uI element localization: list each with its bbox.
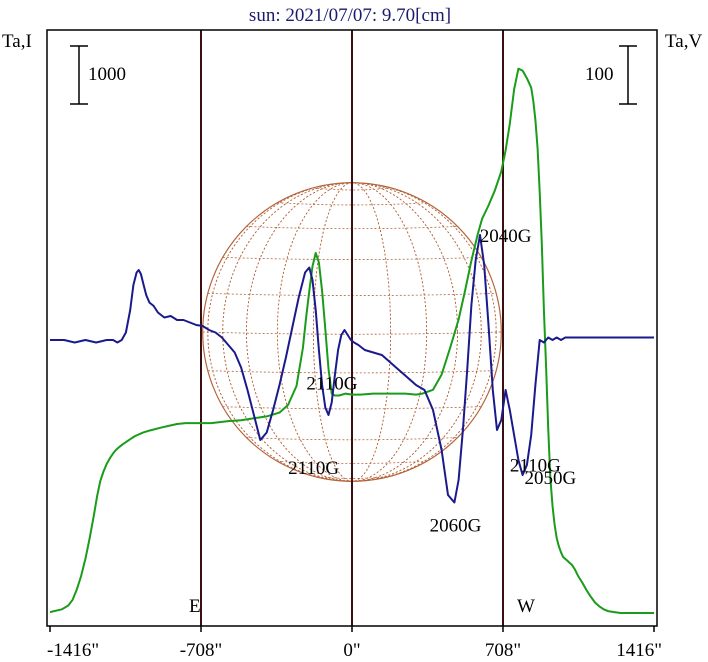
left-axis-label: Ta,I <box>2 31 32 52</box>
solar-disk-parallel <box>277 202 427 206</box>
annotation-label: 2110G <box>510 456 561 477</box>
right-scale-bar: 100 <box>585 45 637 105</box>
x-tick-label: 708" <box>485 640 521 661</box>
annotation-label: 2060G <box>430 516 482 537</box>
series-line-1 <box>50 234 654 504</box>
series-line-0 <box>49 67 654 614</box>
x-tick-label: 1416" <box>616 640 662 661</box>
annotation-label: 2110G <box>306 373 357 394</box>
series-lines <box>49 67 654 614</box>
vertical-marker-label: W <box>517 596 535 617</box>
left-scale-bar: 1000 <box>70 45 126 105</box>
right-scale-bar-label: 100 <box>585 64 614 85</box>
x-tick-label: 0" <box>343 640 360 661</box>
x-axis: -1416" -708" 0" 708" 1416" <box>47 626 662 661</box>
annotation-label: 2050G <box>524 468 576 489</box>
x-tick-label: -708" <box>180 640 223 661</box>
annotation-label: 2040G <box>480 226 532 247</box>
x-tick-label: -1416" <box>47 640 99 661</box>
left-scale-bar-label: 1000 <box>88 64 126 85</box>
solar-disk-parallel <box>277 460 427 464</box>
right-axis-label: Ta,V <box>665 31 702 52</box>
annotation-label: 2110G <box>288 458 339 479</box>
vertical-marker-label: E <box>189 596 201 617</box>
chart-title: sun: 2021/07/07: 9.70[cm] <box>249 5 451 26</box>
